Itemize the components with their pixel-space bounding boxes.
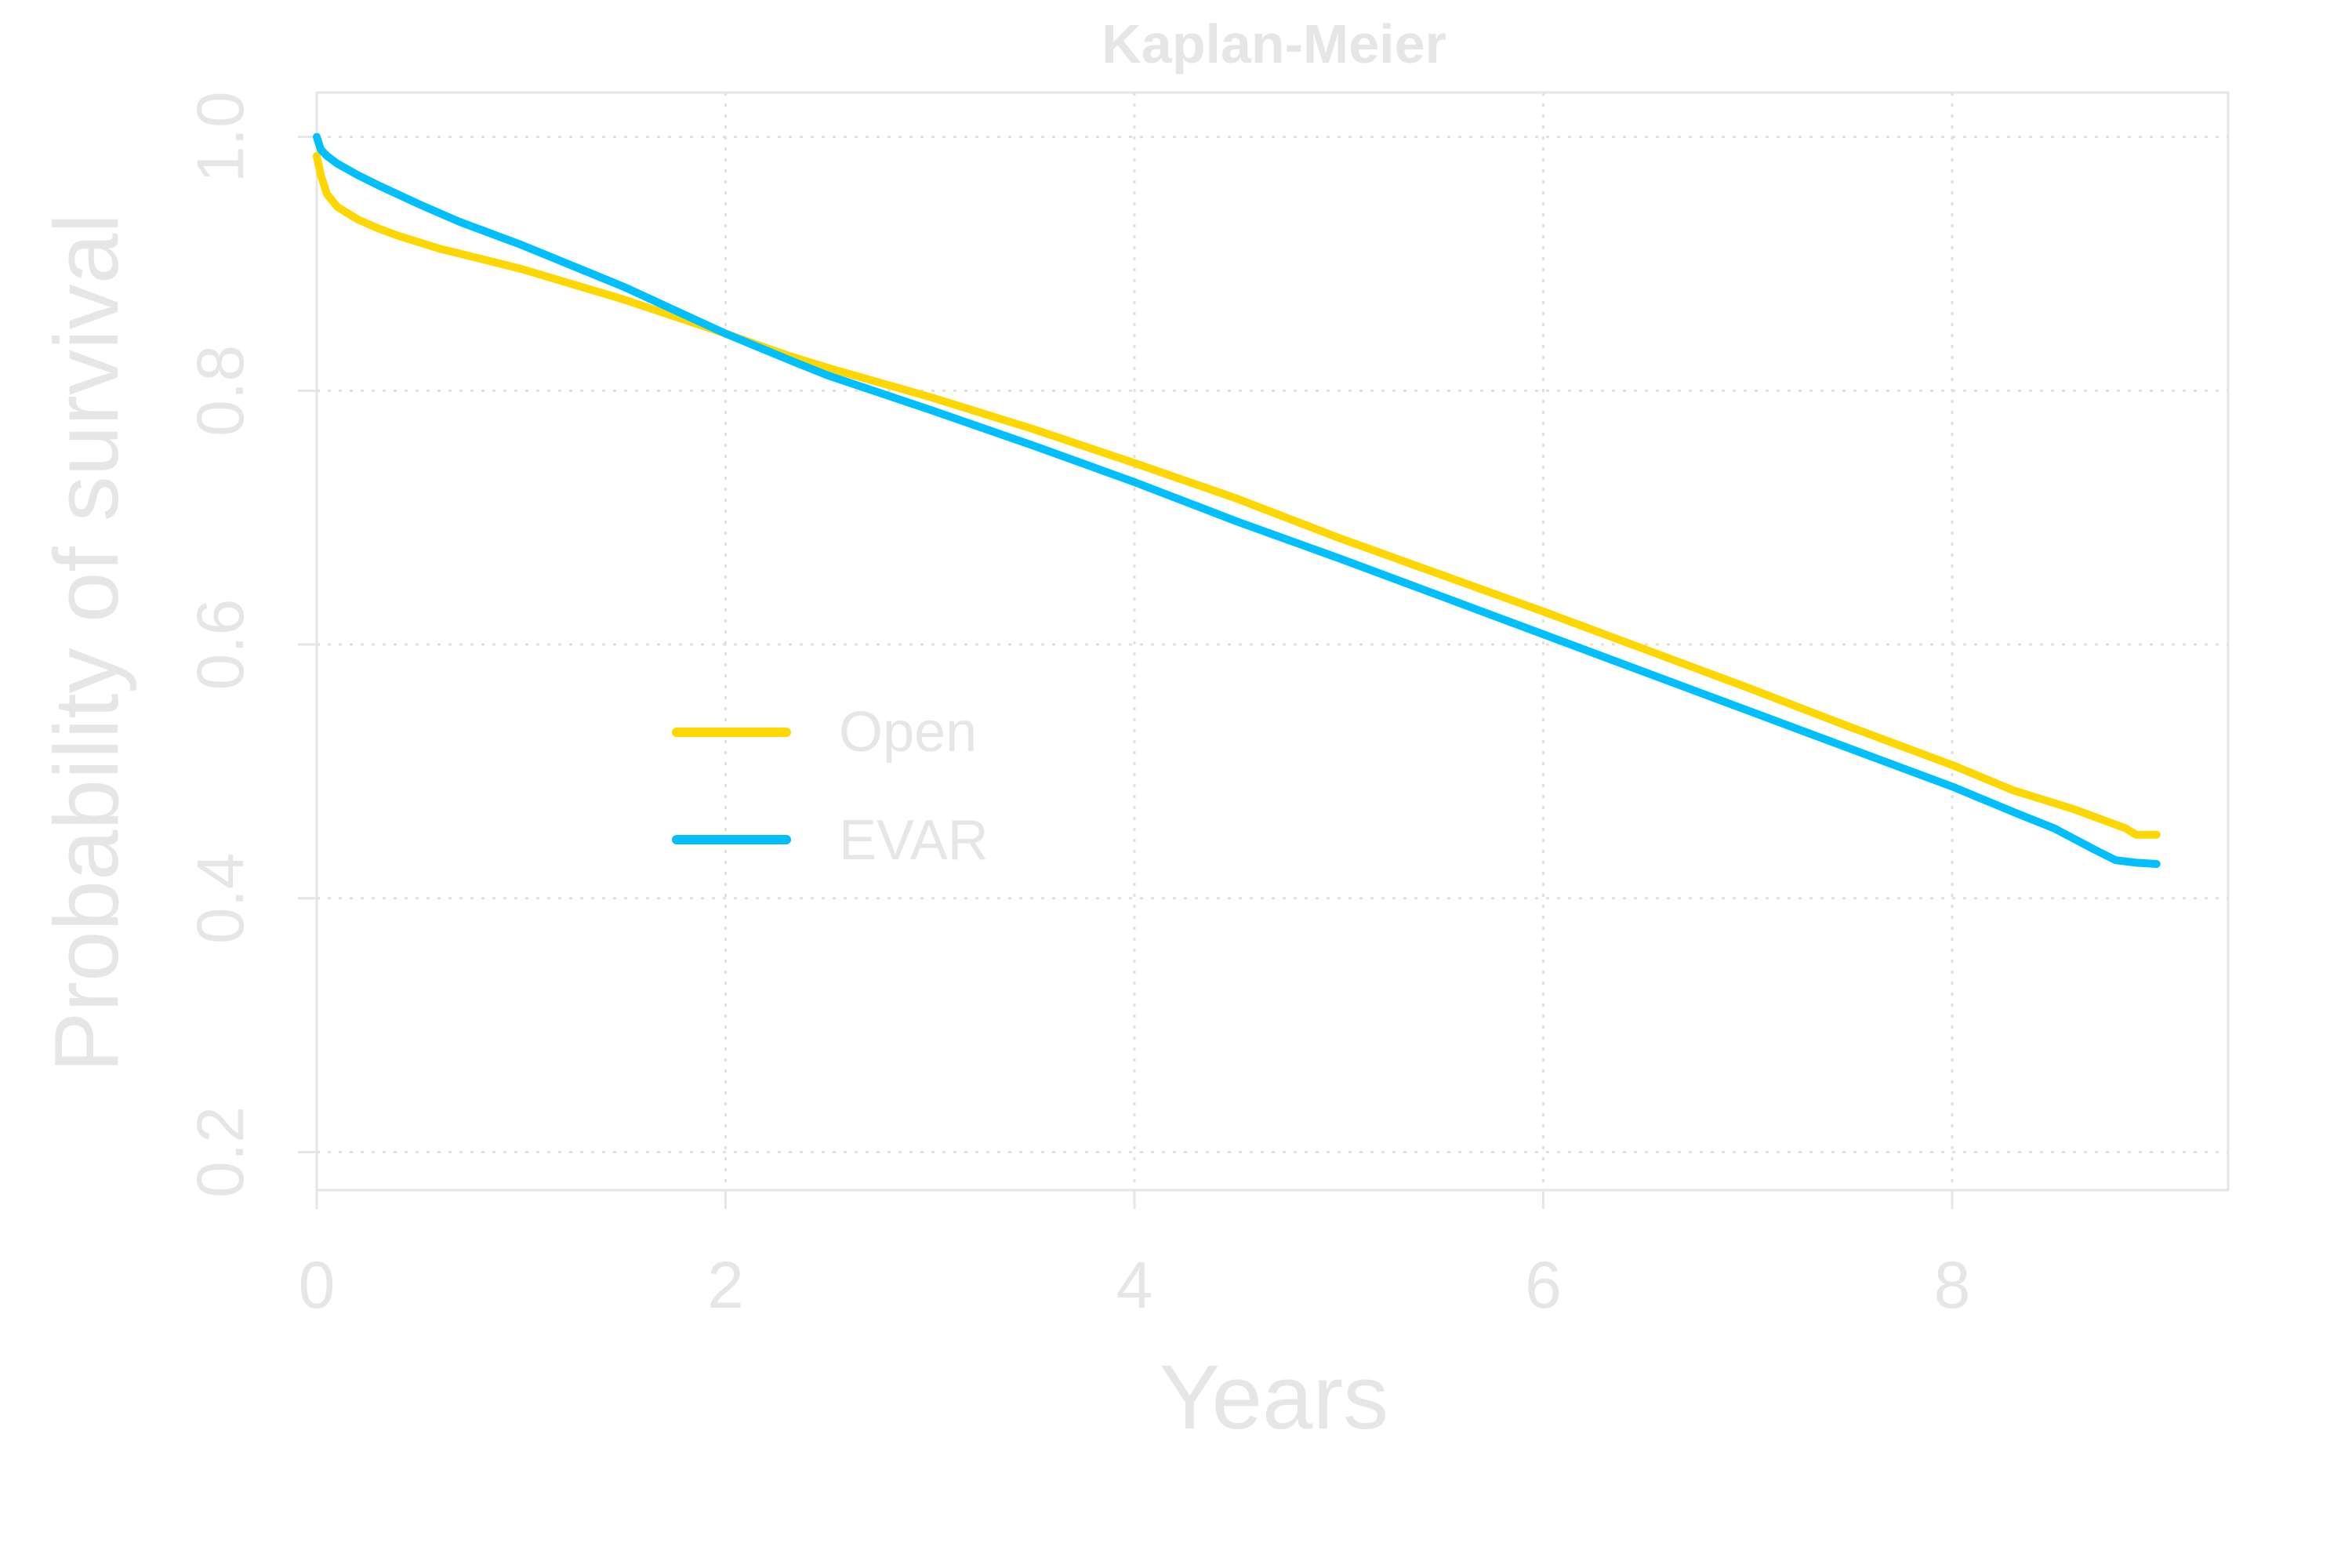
series-line-evar bbox=[313, 132, 2161, 868]
y-tick-label: 0.8 bbox=[183, 345, 257, 437]
x-tick-label: 2 bbox=[707, 1248, 744, 1322]
y-tick-label: 0.2 bbox=[183, 1106, 257, 1198]
legend: Open EVAR bbox=[672, 701, 989, 872]
x-tick-label: 4 bbox=[1116, 1248, 1153, 1322]
x-axis-ticks: 0 2 4 6 8 bbox=[299, 1190, 1971, 1322]
series-line-open bbox=[313, 151, 2161, 839]
y-axis-ticks: 0.2 0.4 0.6 0.8 1.0 bbox=[183, 91, 317, 1198]
y-tick-label: 0.6 bbox=[183, 599, 257, 691]
series-lines bbox=[313, 132, 2161, 868]
x-tick-label: 0 bbox=[299, 1248, 336, 1322]
legend-label-open: Open bbox=[839, 701, 977, 764]
x-tick-label: 6 bbox=[1525, 1248, 1562, 1322]
chart-title: Kaplan-Meier bbox=[1102, 13, 1446, 74]
plot-frame bbox=[315, 91, 2230, 1192]
x-tick-label: 8 bbox=[1934, 1248, 1971, 1322]
grid-lines bbox=[317, 93, 2228, 1190]
y-tick-label: 0.4 bbox=[183, 852, 257, 944]
legend-label-evar: EVAR bbox=[839, 809, 989, 872]
y-tick-label: 1.0 bbox=[183, 91, 257, 183]
y-axis-label: Probability of survival bbox=[35, 213, 137, 1073]
x-axis-label: Years bbox=[1160, 1346, 1388, 1448]
